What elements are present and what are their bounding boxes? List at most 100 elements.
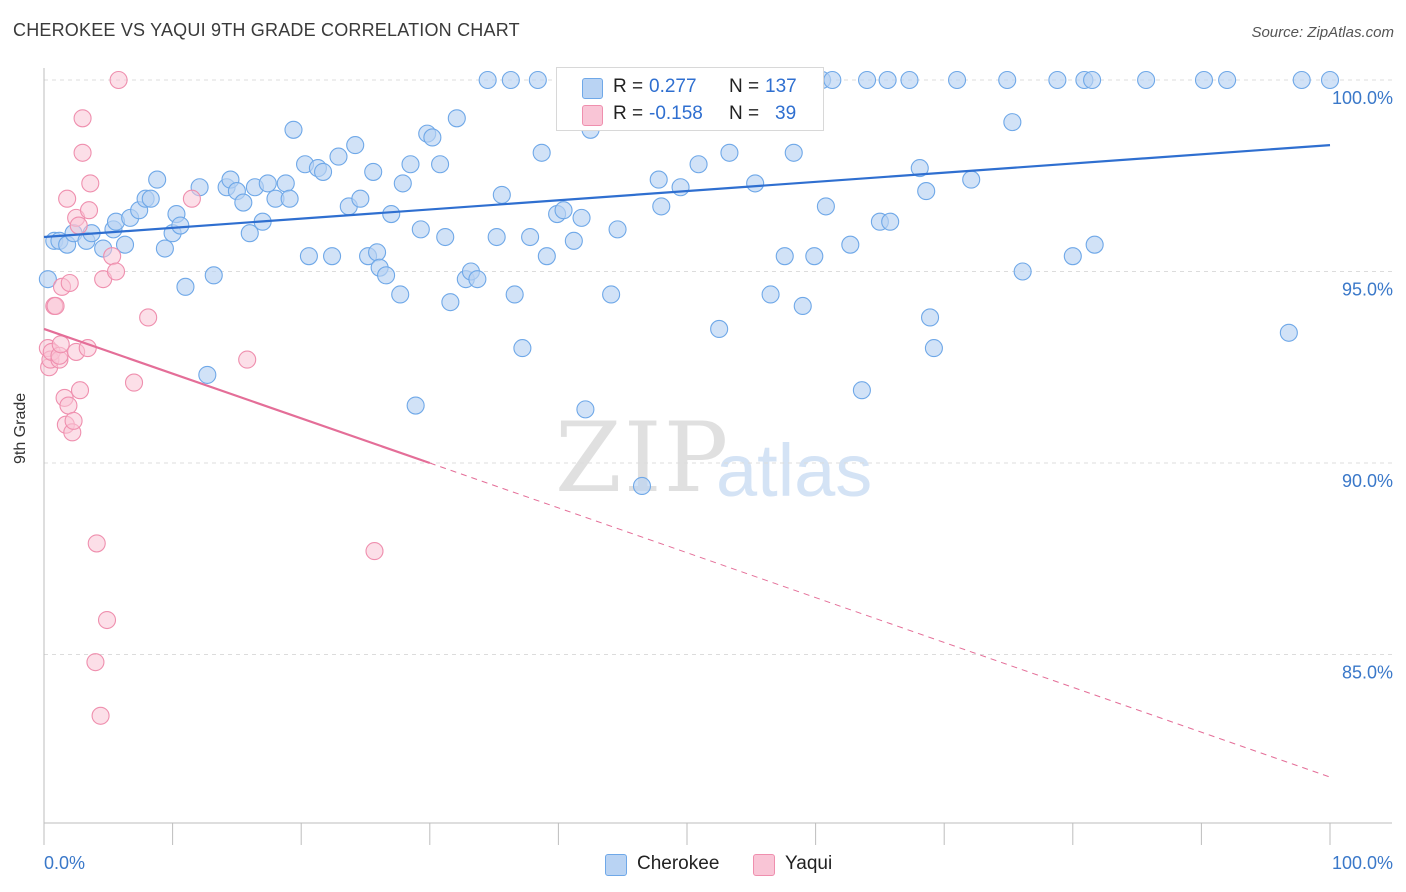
cherokee-point <box>1279 323 1298 342</box>
cherokee-point <box>1218 70 1237 90</box>
stats-legend: R = 0.277 N = 137 R = -0.158 N = 39 <box>556 67 824 131</box>
cherokee-point <box>141 189 160 208</box>
cherokee-point <box>671 178 690 197</box>
watermark-atlas: atlas <box>716 429 873 512</box>
cherokee-point <box>155 239 174 258</box>
cherokee-point <box>1085 235 1104 254</box>
cherokee-point <box>816 197 835 216</box>
cherokee-point <box>532 143 551 162</box>
cherokee-point <box>299 247 318 266</box>
cherokee-point <box>572 208 591 227</box>
cherokee-point <box>38 270 57 289</box>
cherokee-point <box>649 170 668 189</box>
cherokee-point <box>910 159 929 178</box>
cherokee-n-value: 137 <box>765 76 797 97</box>
yaqui-point <box>238 350 257 369</box>
y-tick-label: 85.0% <box>1342 663 1393 683</box>
yaqui-trend-line <box>43 327 431 465</box>
cherokee-point <box>401 155 420 174</box>
cherokee-point <box>198 365 217 384</box>
cherokee-point <box>487 227 506 247</box>
yaqui-point <box>81 174 100 193</box>
yaqui-point <box>70 381 90 400</box>
cherokee-point <box>841 235 860 254</box>
yaqui-point <box>106 262 126 281</box>
yaqui-point <box>51 335 70 354</box>
yaqui-trend-extension <box>429 462 1331 778</box>
cherokee-point <box>501 70 520 90</box>
chart-title: CHEROKEE VS YAQUI 9TH GRADE CORRELATION … <box>13 20 520 40</box>
yaqui-point <box>86 653 105 672</box>
cherokee-point <box>924 339 943 358</box>
yaqui-legend-label: Yaqui <box>785 853 833 874</box>
cherokee-point <box>382 205 401 224</box>
cherokee-point <box>234 193 253 212</box>
cherokee-point <box>115 235 135 254</box>
cherokee-point <box>564 231 583 250</box>
cherokee-point <box>710 319 729 339</box>
cherokee-point <box>878 70 897 90</box>
yaqui-point <box>97 610 117 630</box>
cherokee-point <box>881 212 900 231</box>
y-tick-label: 100.0% <box>1332 88 1393 108</box>
x-tick-label: 0.0% <box>44 853 85 873</box>
yaqui-legend-swatch <box>753 854 775 876</box>
yaqui-point <box>64 411 83 430</box>
cherokee-point <box>492 185 511 204</box>
y-tick-label: 95.0% <box>1342 280 1393 300</box>
cherokee-point <box>346 136 365 155</box>
cherokee-swatch <box>582 78 603 99</box>
yaqui-point <box>109 70 128 90</box>
cherokee-point <box>171 216 190 235</box>
cherokee-point <box>720 143 739 162</box>
cherokee-point <box>761 285 780 304</box>
cherokee-point <box>652 197 671 216</box>
cherokee-point <box>423 128 442 147</box>
cherokee-point <box>917 182 936 201</box>
cherokee-point <box>921 308 940 327</box>
cherokee-point <box>468 270 487 289</box>
cherokee-point <box>998 70 1017 90</box>
cherokee-point <box>447 109 466 128</box>
trend-lines <box>43 144 1331 778</box>
cherokee-point <box>505 285 524 304</box>
tick-labels: 100.0% 95.0% 90.0% 85.0% 0.0% 100.0% <box>44 88 1393 873</box>
cherokee-point <box>204 266 223 285</box>
cherokee-point <box>1063 247 1082 266</box>
cherokee-point <box>554 201 573 220</box>
cherokee-point <box>176 277 195 296</box>
yaqui-point <box>365 542 384 561</box>
cherokee-point <box>602 285 621 304</box>
yaqui-point <box>139 308 158 327</box>
yaqui-point <box>103 247 122 266</box>
cherokee-point <box>240 224 259 243</box>
cherokee-point <box>900 70 919 90</box>
cherokee-point <box>1292 70 1311 90</box>
cherokee-legend-label: Cherokee <box>637 853 720 874</box>
x-tick-label: 100.0% <box>1332 853 1393 873</box>
cherokee-point <box>377 266 396 285</box>
yaqui-point <box>60 273 79 293</box>
cherokee-point <box>441 293 460 312</box>
cherokee-point <box>1194 70 1214 90</box>
cherokee-point <box>368 243 387 262</box>
cherokee-point <box>1013 262 1032 281</box>
yaqui-r-value: -0.158 <box>649 103 703 124</box>
yaqui-point <box>58 189 77 208</box>
cherokee-point <box>148 170 167 189</box>
legend-row-cherokee: R = 0.277 N = 137 <box>557 74 823 100</box>
cherokee-point <box>478 70 497 90</box>
watermark-zip: ZIP <box>555 402 731 514</box>
cherokee-point <box>513 339 532 358</box>
cherokee-point <box>576 400 595 419</box>
y-tick-label: 90.0% <box>1342 471 1393 491</box>
cherokee-point <box>406 396 425 415</box>
legend-row-yaqui: R = -0.158 N = 39 <box>557 101 823 127</box>
cherokee-point <box>775 247 794 266</box>
yaqui-swatch <box>582 105 603 126</box>
axes <box>43 68 1392 845</box>
cherokee-point <box>436 227 455 247</box>
cherokee-point <box>284 120 303 139</box>
cherokee-point <box>329 147 348 166</box>
cherokee-point <box>431 155 450 174</box>
